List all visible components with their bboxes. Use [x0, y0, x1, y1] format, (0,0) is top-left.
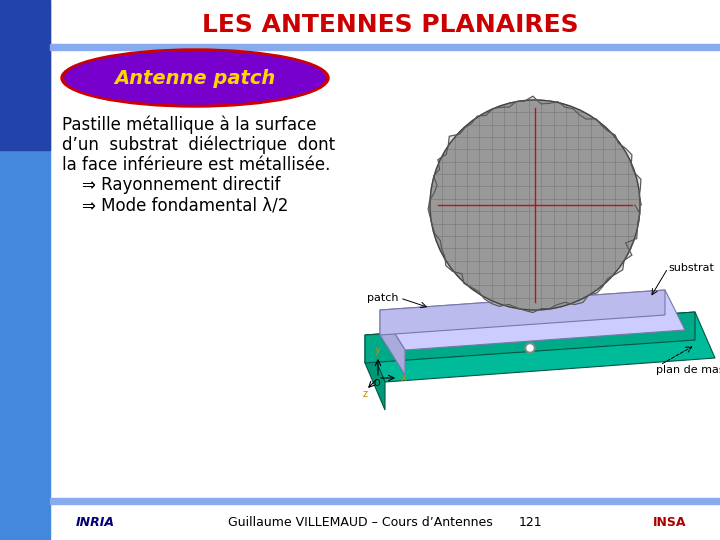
Text: z: z — [363, 389, 368, 399]
Circle shape — [525, 343, 535, 353]
Polygon shape — [380, 290, 665, 335]
Polygon shape — [380, 310, 405, 375]
Bar — [0, 0, 50, 150]
Text: patch: patch — [366, 293, 398, 303]
Polygon shape — [365, 312, 715, 382]
Bar — [50, 498, 720, 504]
Text: INRIA: INRIA — [76, 516, 114, 529]
Text: ⇒ Mode fondamental λ/2: ⇒ Mode fondamental λ/2 — [82, 196, 289, 214]
Circle shape — [430, 100, 640, 310]
Polygon shape — [380, 290, 685, 350]
Polygon shape — [365, 312, 695, 363]
Polygon shape — [428, 96, 642, 313]
Text: d’un  substrat  diélectrique  dont: d’un substrat diélectrique dont — [62, 136, 335, 154]
Text: Antenne patch: Antenne patch — [114, 69, 276, 87]
Text: Pastille métallique à la surface: Pastille métallique à la surface — [62, 116, 317, 134]
Text: O: O — [373, 380, 379, 388]
Polygon shape — [365, 335, 385, 410]
Bar — [55, 507, 135, 535]
Text: y: y — [375, 345, 381, 355]
Circle shape — [527, 345, 533, 351]
Ellipse shape — [61, 49, 329, 107]
Text: ⇒ Rayonnement directif: ⇒ Rayonnement directif — [82, 176, 281, 194]
Text: la face inférieure est métallisée.: la face inférieure est métallisée. — [62, 156, 330, 174]
Ellipse shape — [65, 52, 325, 104]
Bar — [0, 0, 50, 540]
Text: plan de masse: plan de masse — [656, 365, 720, 375]
Text: substrat: substrat — [668, 263, 714, 273]
Text: LES ANTENNES PLANAIRES: LES ANTENNES PLANAIRES — [202, 13, 578, 37]
Text: Guillaume VILLEMAUD – Cours d’Antennes: Guillaume VILLEMAUD – Cours d’Antennes — [228, 516, 492, 529]
Text: 121: 121 — [518, 516, 542, 529]
Text: x: x — [401, 373, 407, 383]
Bar — [50, 44, 720, 50]
Text: INSA: INSA — [653, 516, 687, 529]
